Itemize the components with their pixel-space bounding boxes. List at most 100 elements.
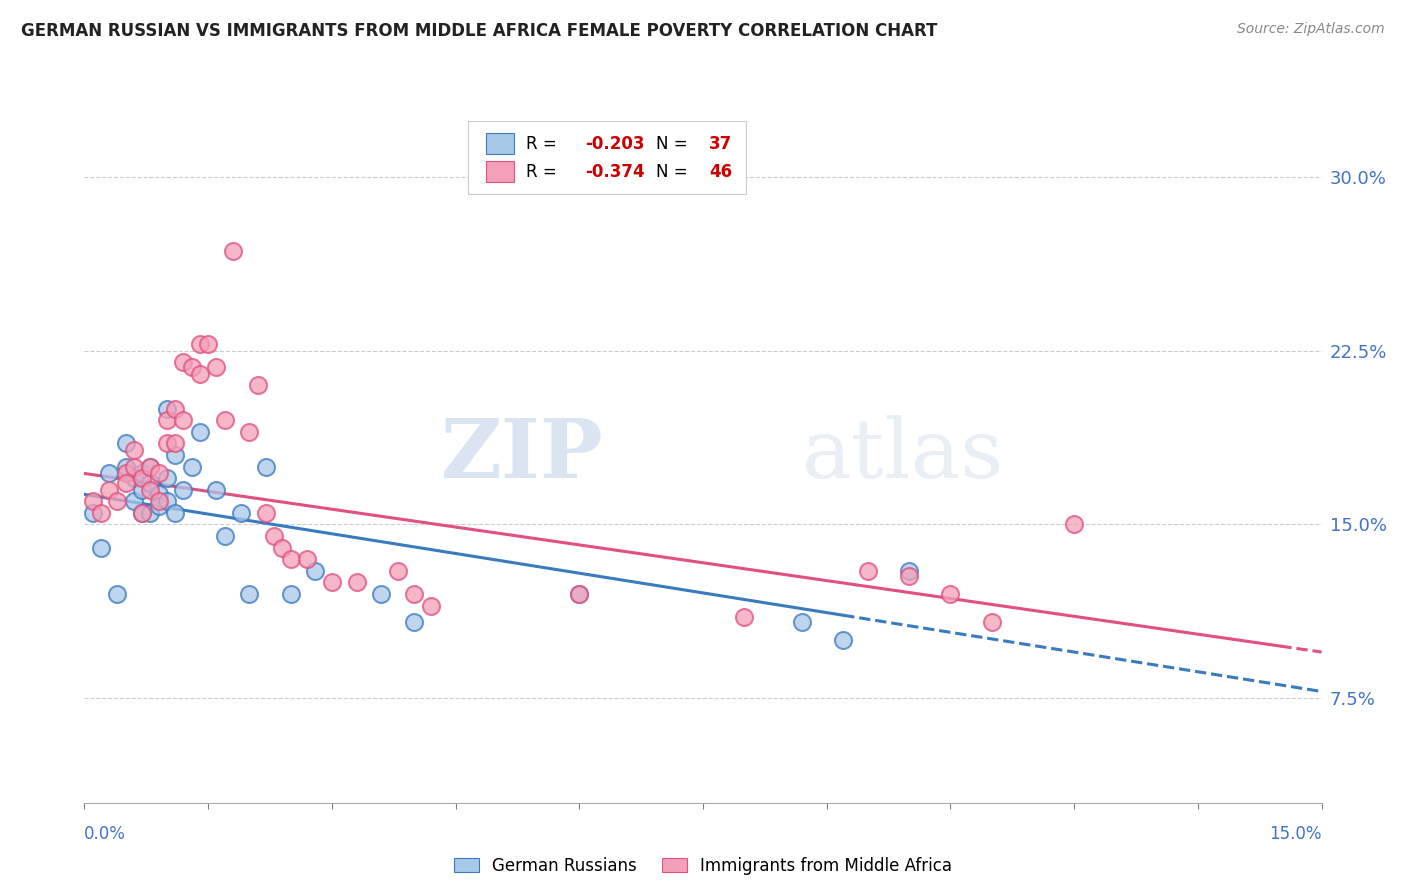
Point bbox=[214, 413, 236, 427]
Text: -0.374: -0.374 bbox=[585, 162, 645, 181]
Text: Source: ZipAtlas.com: Source: ZipAtlas.com bbox=[1237, 22, 1385, 37]
Point bbox=[733, 610, 755, 624]
Point bbox=[114, 436, 136, 450]
Point bbox=[238, 425, 260, 439]
Point bbox=[898, 564, 921, 578]
Point bbox=[214, 529, 236, 543]
Point bbox=[156, 401, 179, 416]
Point bbox=[188, 336, 211, 351]
Point bbox=[321, 575, 343, 590]
Point bbox=[122, 443, 145, 458]
Point bbox=[172, 413, 194, 427]
Point bbox=[131, 506, 153, 520]
FancyBboxPatch shape bbox=[468, 121, 747, 194]
Point bbox=[263, 529, 285, 543]
Text: ZIP: ZIP bbox=[441, 415, 605, 495]
Point bbox=[131, 506, 153, 520]
Point bbox=[568, 587, 591, 601]
Point bbox=[188, 425, 211, 439]
Point bbox=[304, 564, 326, 578]
Point bbox=[139, 506, 162, 520]
Point bbox=[82, 494, 104, 508]
Point bbox=[188, 367, 211, 381]
Point bbox=[148, 494, 170, 508]
Point bbox=[180, 459, 202, 474]
Text: 37: 37 bbox=[709, 135, 733, 153]
Point bbox=[197, 336, 219, 351]
Point bbox=[404, 615, 426, 629]
Point bbox=[346, 575, 368, 590]
Point bbox=[165, 448, 187, 462]
Point bbox=[254, 459, 277, 474]
Point bbox=[139, 475, 162, 490]
Point bbox=[856, 564, 879, 578]
Point bbox=[139, 483, 162, 497]
Point bbox=[271, 541, 294, 555]
Point bbox=[131, 467, 153, 481]
Point bbox=[131, 471, 153, 485]
Point bbox=[790, 615, 813, 629]
Point bbox=[205, 483, 228, 497]
Point bbox=[105, 587, 128, 601]
Point bbox=[139, 459, 162, 474]
Point bbox=[98, 483, 121, 497]
Point bbox=[114, 459, 136, 474]
Point bbox=[148, 467, 170, 481]
Point bbox=[148, 487, 170, 501]
Point bbox=[156, 494, 179, 508]
Point bbox=[82, 506, 104, 520]
Point bbox=[980, 615, 1002, 629]
Point bbox=[165, 506, 187, 520]
Point bbox=[139, 459, 162, 474]
Point bbox=[568, 587, 591, 601]
Point bbox=[172, 483, 194, 497]
Text: -0.203: -0.203 bbox=[585, 135, 645, 153]
Point bbox=[90, 506, 112, 520]
FancyBboxPatch shape bbox=[486, 161, 513, 182]
Point bbox=[180, 359, 202, 374]
Text: 0.0%: 0.0% bbox=[84, 825, 127, 843]
Text: 15.0%: 15.0% bbox=[1270, 825, 1322, 843]
Point bbox=[246, 378, 269, 392]
Text: N =: N = bbox=[657, 162, 690, 181]
Point bbox=[280, 587, 302, 601]
Point bbox=[98, 467, 121, 481]
Point bbox=[105, 494, 128, 508]
Text: 46: 46 bbox=[709, 162, 733, 181]
Point bbox=[832, 633, 855, 648]
Point bbox=[205, 359, 228, 374]
Point bbox=[295, 552, 318, 566]
Point bbox=[280, 552, 302, 566]
Point bbox=[238, 587, 260, 601]
Point bbox=[370, 587, 392, 601]
Point bbox=[131, 483, 153, 497]
Point bbox=[404, 587, 426, 601]
Point bbox=[90, 541, 112, 555]
Point bbox=[165, 436, 187, 450]
Point bbox=[114, 467, 136, 481]
Point bbox=[122, 494, 145, 508]
Point bbox=[898, 568, 921, 582]
Text: R =: R = bbox=[526, 162, 560, 181]
Point bbox=[122, 471, 145, 485]
Point bbox=[939, 587, 962, 601]
Legend: German Russians, Immigrants from Middle Africa: German Russians, Immigrants from Middle … bbox=[454, 856, 952, 875]
Point bbox=[122, 459, 145, 474]
Point bbox=[254, 506, 277, 520]
FancyBboxPatch shape bbox=[486, 134, 513, 154]
Point bbox=[156, 471, 179, 485]
Point bbox=[156, 436, 179, 450]
Point bbox=[148, 499, 170, 513]
Point bbox=[156, 413, 179, 427]
Text: N =: N = bbox=[657, 135, 690, 153]
Text: GERMAN RUSSIAN VS IMMIGRANTS FROM MIDDLE AFRICA FEMALE POVERTY CORRELATION CHART: GERMAN RUSSIAN VS IMMIGRANTS FROM MIDDLE… bbox=[21, 22, 938, 40]
Text: R =: R = bbox=[526, 135, 560, 153]
Point bbox=[165, 401, 187, 416]
Point bbox=[114, 475, 136, 490]
Point bbox=[1063, 517, 1085, 532]
Point bbox=[387, 564, 409, 578]
Point bbox=[419, 599, 441, 613]
Text: atlas: atlas bbox=[801, 415, 1004, 495]
Point bbox=[222, 244, 245, 258]
Point bbox=[229, 506, 252, 520]
